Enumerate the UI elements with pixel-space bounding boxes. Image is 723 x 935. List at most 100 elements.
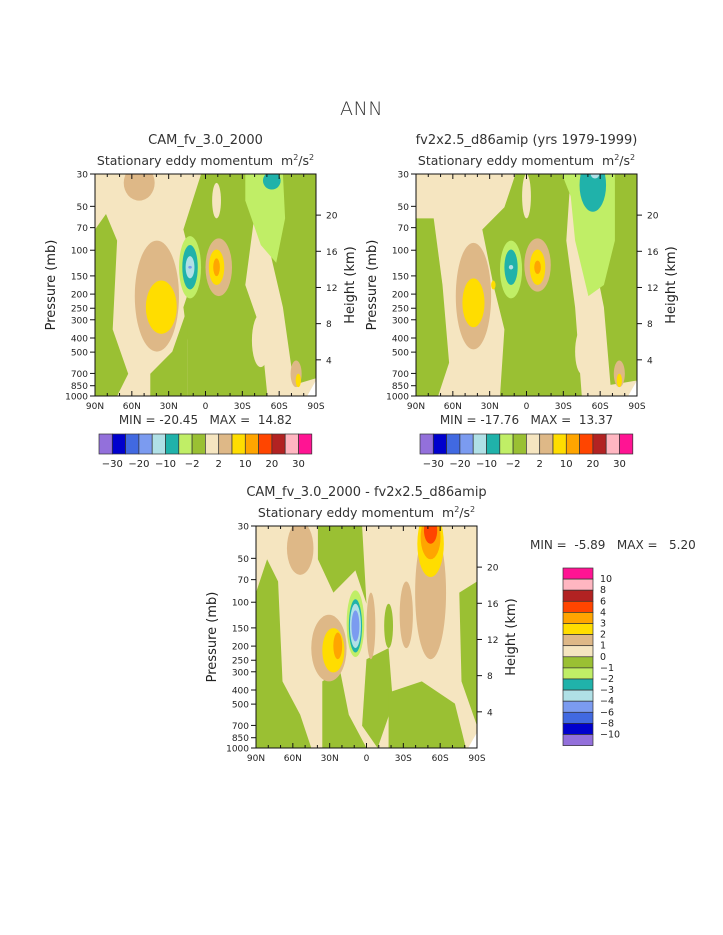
colorbar-swatch [592, 433, 607, 455]
colorbar-swatch [619, 433, 634, 455]
colorbar-swatch [298, 433, 313, 455]
subtitle-unit-exp2: 2 [470, 505, 476, 514]
x-tick-label: 30N [481, 402, 499, 412]
y-tick-label: 700 [392, 370, 409, 380]
y-tick-label: 500 [392, 349, 409, 359]
min-label: MIN = [530, 538, 567, 552]
y-right-tick-label: 4 [487, 708, 493, 718]
x-tick-label: 90N [86, 402, 104, 412]
y-tick-label: 200 [71, 291, 88, 301]
colorbar-swatch [562, 734, 594, 746]
colorbar-swatch [562, 723, 594, 735]
x-tick-label: 60N [123, 402, 141, 412]
y-axis-label: Pressure (mb) [205, 592, 220, 683]
colorbar-swatch [258, 433, 273, 455]
colorbar-label: −20 [128, 459, 149, 470]
colorbar-swatch [562, 600, 594, 613]
contour-region [351, 610, 360, 642]
colorbar-label: −10 [476, 459, 497, 470]
colorbar-swatch [562, 678, 594, 691]
contour-plot-2: 90N 60N 30N 0 30S 60S 90S 30 50 70 100 150 200 250300… [365, 171, 679, 413]
y-tick-label: 100 [232, 599, 249, 609]
subtitle-unit-exp: 2 [454, 505, 460, 514]
colorbar-swatch [125, 433, 140, 455]
colorbar-label: 20 [266, 459, 279, 470]
contour-region [251, 313, 270, 368]
colorbar-swatch [432, 433, 447, 455]
colorbar-swatch [244, 433, 259, 455]
y-tick-label: 50 [77, 203, 89, 213]
colorbar-label: 0 [600, 652, 606, 663]
colorbar-1: −30 −20 −10 −2 2 10 20 30 [98, 433, 313, 470]
colorbar-label: −6 [600, 707, 614, 718]
panel-3-subtitle: Stationary eddy momentum m2/s2 [246, 505, 487, 520]
colorbar-label: 10 [560, 459, 573, 470]
contour-region [317, 526, 367, 604]
x-tick-label: 60N [284, 754, 302, 764]
y-right-tick-label: 8 [647, 320, 653, 330]
y-tick-label: 150 [71, 272, 88, 282]
subtitle-unit: m [281, 153, 294, 169]
y-tick-label: 1000 [386, 393, 409, 403]
y-tick-label: 250 [232, 657, 249, 667]
colorbar-swatch [562, 623, 594, 635]
colorbar-label: 4 [600, 607, 606, 618]
y-tick-label: 70 [77, 224, 89, 234]
y-tick-label: 70 [398, 224, 410, 234]
panel-1-subtitle: Stationary eddy momentum m2/s2 [85, 153, 326, 168]
y-tick-label: 100 [71, 247, 88, 257]
y-right-axis-label: Height (km) [664, 246, 679, 323]
colorbar-label: −10 [600, 730, 620, 741]
y-tick-label: 1000 [65, 393, 88, 403]
y-right-tick-label: 8 [487, 672, 493, 682]
contour-region [95, 214, 129, 396]
panel-2-subtitle: Stationary eddy momentum m2/s2 [406, 153, 647, 168]
y-right-tick-label: 16 [326, 248, 338, 258]
colorbar-swatch [499, 433, 514, 455]
colorbar-swatch [562, 700, 594, 713]
colorbar-swatch [562, 711, 594, 724]
x-tick-label: 60S [432, 754, 449, 764]
contour-region [212, 182, 221, 219]
x-tick-label: 30S [234, 402, 251, 412]
missing-region [628, 380, 637, 396]
contour-region [366, 592, 376, 660]
contour-region [213, 258, 220, 277]
max-label: MAX = [616, 538, 658, 552]
subtitle-unit-exp2: 2 [630, 153, 636, 162]
subtitle-unit-exp: 2 [293, 153, 299, 162]
colorbar-swatch [526, 433, 541, 455]
panel-2-title: fv2x2.5_d86amip (yrs 1979-1999) [415, 133, 638, 148]
contour-region [150, 307, 188, 396]
panel-2-minmax: MIN = -17.76 MAX = 13.37 [416, 413, 637, 427]
contour-region [590, 174, 600, 179]
contour-region [491, 280, 496, 290]
colorbar-label: −10 [155, 459, 176, 470]
contour-region [579, 174, 607, 212]
contour-region [534, 260, 541, 274]
x-tick-label: 90S [468, 754, 485, 764]
contour-region [286, 526, 314, 575]
y-tick-label: 150 [392, 272, 409, 282]
x-tick-label: 30N [321, 754, 339, 764]
min-value: -5.89 [574, 538, 606, 552]
panel-3-title: CAM_fv_3.0_2000 - fv2x2.5_d86amip [246, 485, 487, 500]
y-tick-label: 50 [238, 555, 250, 565]
subtitle-text: Stationary eddy momentum [257, 505, 435, 521]
colorbar-label: −4 [600, 696, 614, 707]
x-tick-label: 90S [307, 402, 324, 412]
x-tick-label: 60N [444, 402, 462, 412]
colorbar-swatch [419, 433, 434, 455]
contour-region [333, 632, 343, 660]
contour-region [616, 373, 622, 388]
colorbar-swatch [178, 433, 193, 455]
contour-region [145, 280, 177, 334]
colorbar-swatch [562, 567, 594, 580]
colorbar-swatch [98, 433, 113, 455]
subtitle-unit-mid: /s [619, 153, 631, 169]
y-tick-label: 250 [71, 305, 88, 315]
contour-region [522, 174, 531, 219]
colorbar-label: −8 [600, 718, 614, 729]
x-tick-label: 30S [395, 754, 412, 764]
colorbar-swatch [562, 689, 594, 702]
